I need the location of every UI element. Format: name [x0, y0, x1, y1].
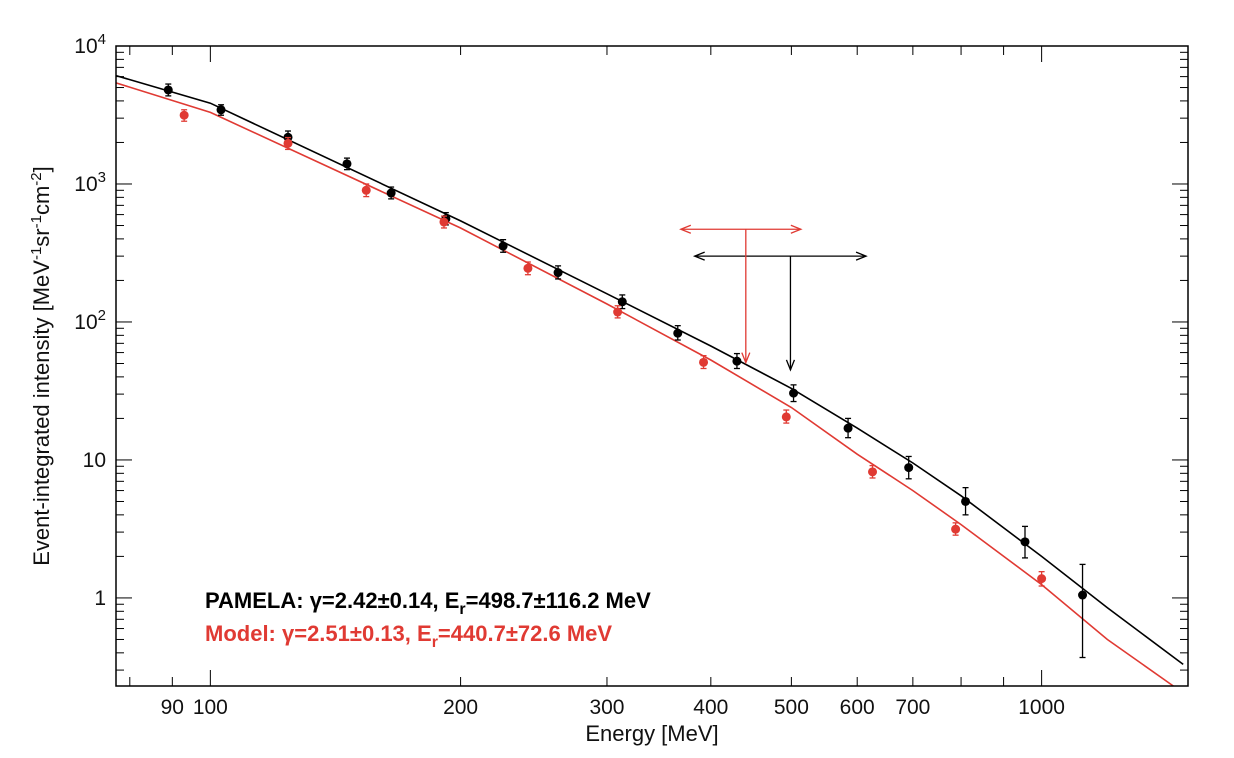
x-tick-label: 400	[693, 696, 728, 719]
y-axis-label: Event-integrated intensity [MeV-1sr-1cm-…	[28, 166, 54, 566]
y-axis-label-unit3: cm	[29, 186, 54, 215]
y-axis-label-exp1: -1	[28, 247, 45, 260]
data-point-pamela	[386, 188, 396, 198]
data-point-pamela	[732, 356, 742, 366]
y-axis-label-close: ]	[29, 166, 54, 172]
data-point-model	[781, 412, 791, 422]
data-points	[163, 83, 1088, 659]
y-tick-label: 102	[74, 307, 106, 334]
data-point-pamela	[617, 297, 627, 307]
y-tick-label: 104	[74, 31, 106, 58]
rollover-arrowhead-left-model	[679, 224, 692, 234]
x-tick-labels: 90 100 200 300 400 500 600 700 1000	[161, 696, 1065, 719]
data-point-model	[868, 467, 878, 477]
rollover-markers	[679, 224, 868, 372]
data-point-pamela	[843, 423, 853, 433]
rollover-arrowhead-down-pamela	[785, 359, 796, 372]
y-tick-label: 10	[83, 449, 106, 472]
rollover-arrowhead-down-model	[741, 352, 751, 365]
data-point-pamela	[498, 241, 508, 251]
x-tick-label: 600	[840, 696, 875, 719]
fit-curve-pamela	[115, 74, 1184, 666]
major-ticks	[116, 45, 1188, 686]
x-tick-label: 90	[161, 696, 184, 719]
x-tick-label: 300	[589, 696, 624, 719]
data-point-pamela	[1078, 590, 1088, 600]
data-point-pamela	[673, 328, 683, 338]
data-point-model	[1037, 574, 1047, 584]
y-tick-labels: 1 10 102 103 104	[74, 31, 106, 610]
data-point-model	[439, 217, 449, 227]
rollover-arrowhead-left-pamela	[692, 251, 705, 261]
x-tick-label: 700	[895, 696, 930, 719]
data-point-pamela	[1020, 537, 1030, 547]
y-axis-label-exp2: -1	[28, 215, 45, 228]
data-point-model	[951, 524, 961, 534]
data-point-model	[361, 185, 371, 195]
data-point-model	[179, 110, 189, 120]
data-point-model	[699, 357, 709, 367]
data-point-model	[283, 138, 293, 148]
y-axis-label-unit2: sr	[29, 228, 54, 246]
y-axis-label-exp3: -2	[28, 172, 45, 185]
fit-curves	[115, 74, 1184, 687]
fit-curve-model	[115, 82, 1174, 687]
y-tick-label: 1	[94, 587, 106, 610]
annotation-pamela: PAMELA: γ=2.42±0.14, Er=498.7±116.2 MeV	[205, 588, 651, 618]
rollover-arrowhead-right-model	[790, 224, 803, 234]
x-axis-label: Energy [MeV]	[585, 721, 718, 746]
y-axis-label-main: Event-integrated intensity [MeV	[29, 260, 54, 566]
annotation-model: Model: γ=2.51±0.13, Er=440.7±72.6 MeV	[205, 621, 612, 651]
plot-frame	[115, 45, 1189, 687]
data-point-pamela	[216, 105, 226, 115]
x-tick-label: 200	[443, 696, 478, 719]
data-point-model	[523, 263, 533, 273]
data-point-pamela	[553, 268, 563, 278]
x-tick-label: 100	[193, 696, 228, 719]
x-tick-label: 500	[774, 696, 809, 719]
data-point-model	[613, 307, 623, 317]
y-tick-label: 103	[74, 169, 106, 196]
x-tick-label: 1000	[1018, 696, 1065, 719]
data-point-pamela	[163, 85, 173, 95]
data-point-pamela	[961, 496, 971, 506]
data-point-pamela	[789, 388, 799, 398]
data-point-pamela	[904, 463, 914, 473]
rollover-arrowhead-right-pamela	[855, 251, 868, 261]
minor-ticks	[116, 46, 1188, 686]
data-point-pamela	[342, 159, 352, 169]
